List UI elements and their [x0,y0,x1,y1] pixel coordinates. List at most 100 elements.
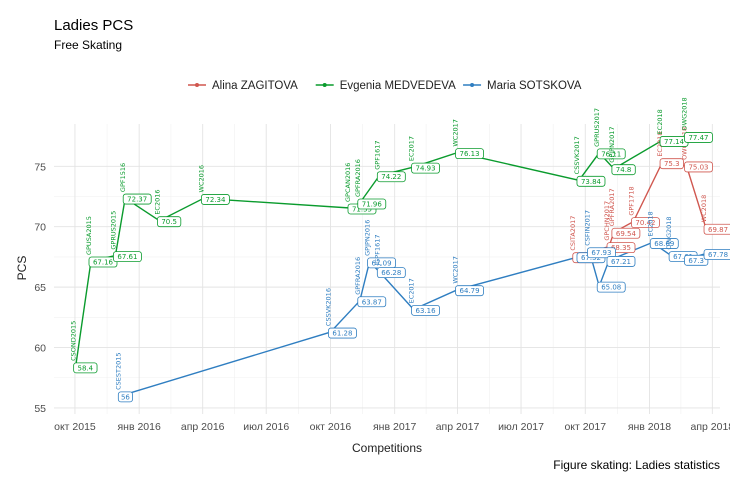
value-label-box [576,175,606,187]
value-label: 63.87 [362,298,382,306]
x-tick-label: окт 2015 [54,421,96,433]
y-tick-label: 65 [34,282,46,294]
value-label: 58.4 [78,364,94,372]
competition-label: GPF1617 [373,140,381,169]
value-label: 75.03 [688,163,708,171]
competition-label: GPJPN2016 [364,220,372,256]
value-label: 73.84 [581,178,602,186]
value-label: 72.37 [127,196,147,204]
competition-label: CSSVK2017 [573,136,581,174]
value-label: 67.61 [673,253,693,261]
legend: Alina ZAGITOVA Evgenia MEDVEDEVA Maria SOT… [188,80,582,92]
value-label-box [200,194,230,205]
x-tick-label: июл 2016 [243,421,289,433]
x-tick-label: янв 2017 [373,421,416,433]
value-label: 70.42 [635,219,655,227]
value-label: 76.11 [601,150,621,158]
value-label-box [631,217,660,229]
competition-label: EC2016 [153,189,161,214]
y-axis-title: PCS [15,256,29,281]
competition-label: GPF1718 [627,186,635,215]
legend-label: Alina ZAGITOVA [212,80,298,92]
value-label-box [411,304,440,316]
value-label-box [357,296,387,308]
value-label-box [376,171,406,183]
value-label-box [122,193,152,205]
value-label: 76.13 [459,150,479,158]
competition-label: GPFRA2017 [608,188,616,226]
value-label: 67.61 [117,253,137,261]
competition-label: GPCHN2017 [603,201,611,241]
value-label-box [596,281,626,293]
value-label-box [606,256,636,267]
competition-label: GPRUS2017 [593,108,601,147]
value-label: 74.8 [616,166,632,174]
competition-label: OWG2018 [680,97,688,130]
legend-label: Maria SOTSKOVA [487,80,582,92]
value-label: 68.69 [654,240,674,248]
value-label: 74.22 [381,173,401,181]
value-label: 67.16 [93,259,114,267]
value-label: 68.35 [611,244,631,252]
value-label: 67.52 [581,254,601,262]
value-label-box [611,227,641,239]
value-label: 56 [121,393,130,401]
value-label: 67.21 [611,258,631,266]
competition-label: WC2016 [197,165,205,193]
value-label: 72.34 [205,196,226,204]
legend-item: Maria SOTSKOVA [463,80,582,92]
value-label: 63.16 [416,307,437,315]
competition-label: CSFIN2017 [583,210,591,246]
y-tick-label: 75 [34,161,46,173]
value-label-box [157,216,182,228]
x-tick-label: июл 2017 [498,421,544,433]
competition-label: GPFRA2016 [354,159,362,197]
value-label-box [328,327,357,339]
x-tick-label: апр 2016 [181,421,225,433]
value-label: 69.54 [616,230,637,238]
value-label: 71.55 [352,205,372,213]
value-label-box [411,162,440,174]
value-label: 61.28 [332,330,352,338]
value-label-box [703,249,730,260]
competition-label: JGPF1617 [373,235,381,267]
value-label: 69.87 [708,226,728,234]
value-label: 65.08 [601,284,621,292]
value-label-box [703,223,730,235]
competition-label: CSSVK2016 [324,288,332,326]
value-label-box [596,148,626,160]
y-tick-label: 60 [34,343,46,355]
value-label-box [113,251,142,262]
value-label: 70.5 [161,218,177,226]
competition-label: WC2017 [452,119,460,147]
legend-item: Evgenia MEDVEDEVA [315,80,456,92]
value-label: 77.47 [688,134,708,142]
value-label-box [587,247,616,259]
competition-label: GPRUS2015 [109,211,117,250]
value-label: 74.93 [416,165,436,173]
value-label-box [455,285,484,297]
chart-caption: Figure skating: Ladies statistics [553,458,720,472]
competition-label: CSITA2017 [569,216,577,251]
y-tick-label: 70 [34,222,46,234]
value-label: 77.14 [664,138,685,146]
chart-subtitle: Free Skating [54,38,122,52]
series-line [74,135,687,368]
competition-label: EC2018 [656,109,664,134]
value-label: 75.3 [664,160,680,168]
value-label-box [117,391,133,403]
competition-label: GPCAN2016 [344,163,352,202]
value-label: 71.96 [362,201,383,209]
labels-evgenia-medvedeva: CSOND201558.4GPUSA201567.16GPRUS201567.6… [70,97,713,374]
competition-label: WC2017 [452,256,460,284]
x-tick-label: апр 2017 [436,421,480,433]
competition-label: GPUSA2015 [85,216,93,255]
competition-label: GPFRA2016 [354,257,362,295]
competition-label: WC2018 [700,195,708,223]
x-tick-label: окт 2016 [310,421,352,433]
value-label-box [611,164,636,176]
competition-label: GPF1516 [119,163,127,192]
x-axis-title: Competitions [352,441,422,455]
